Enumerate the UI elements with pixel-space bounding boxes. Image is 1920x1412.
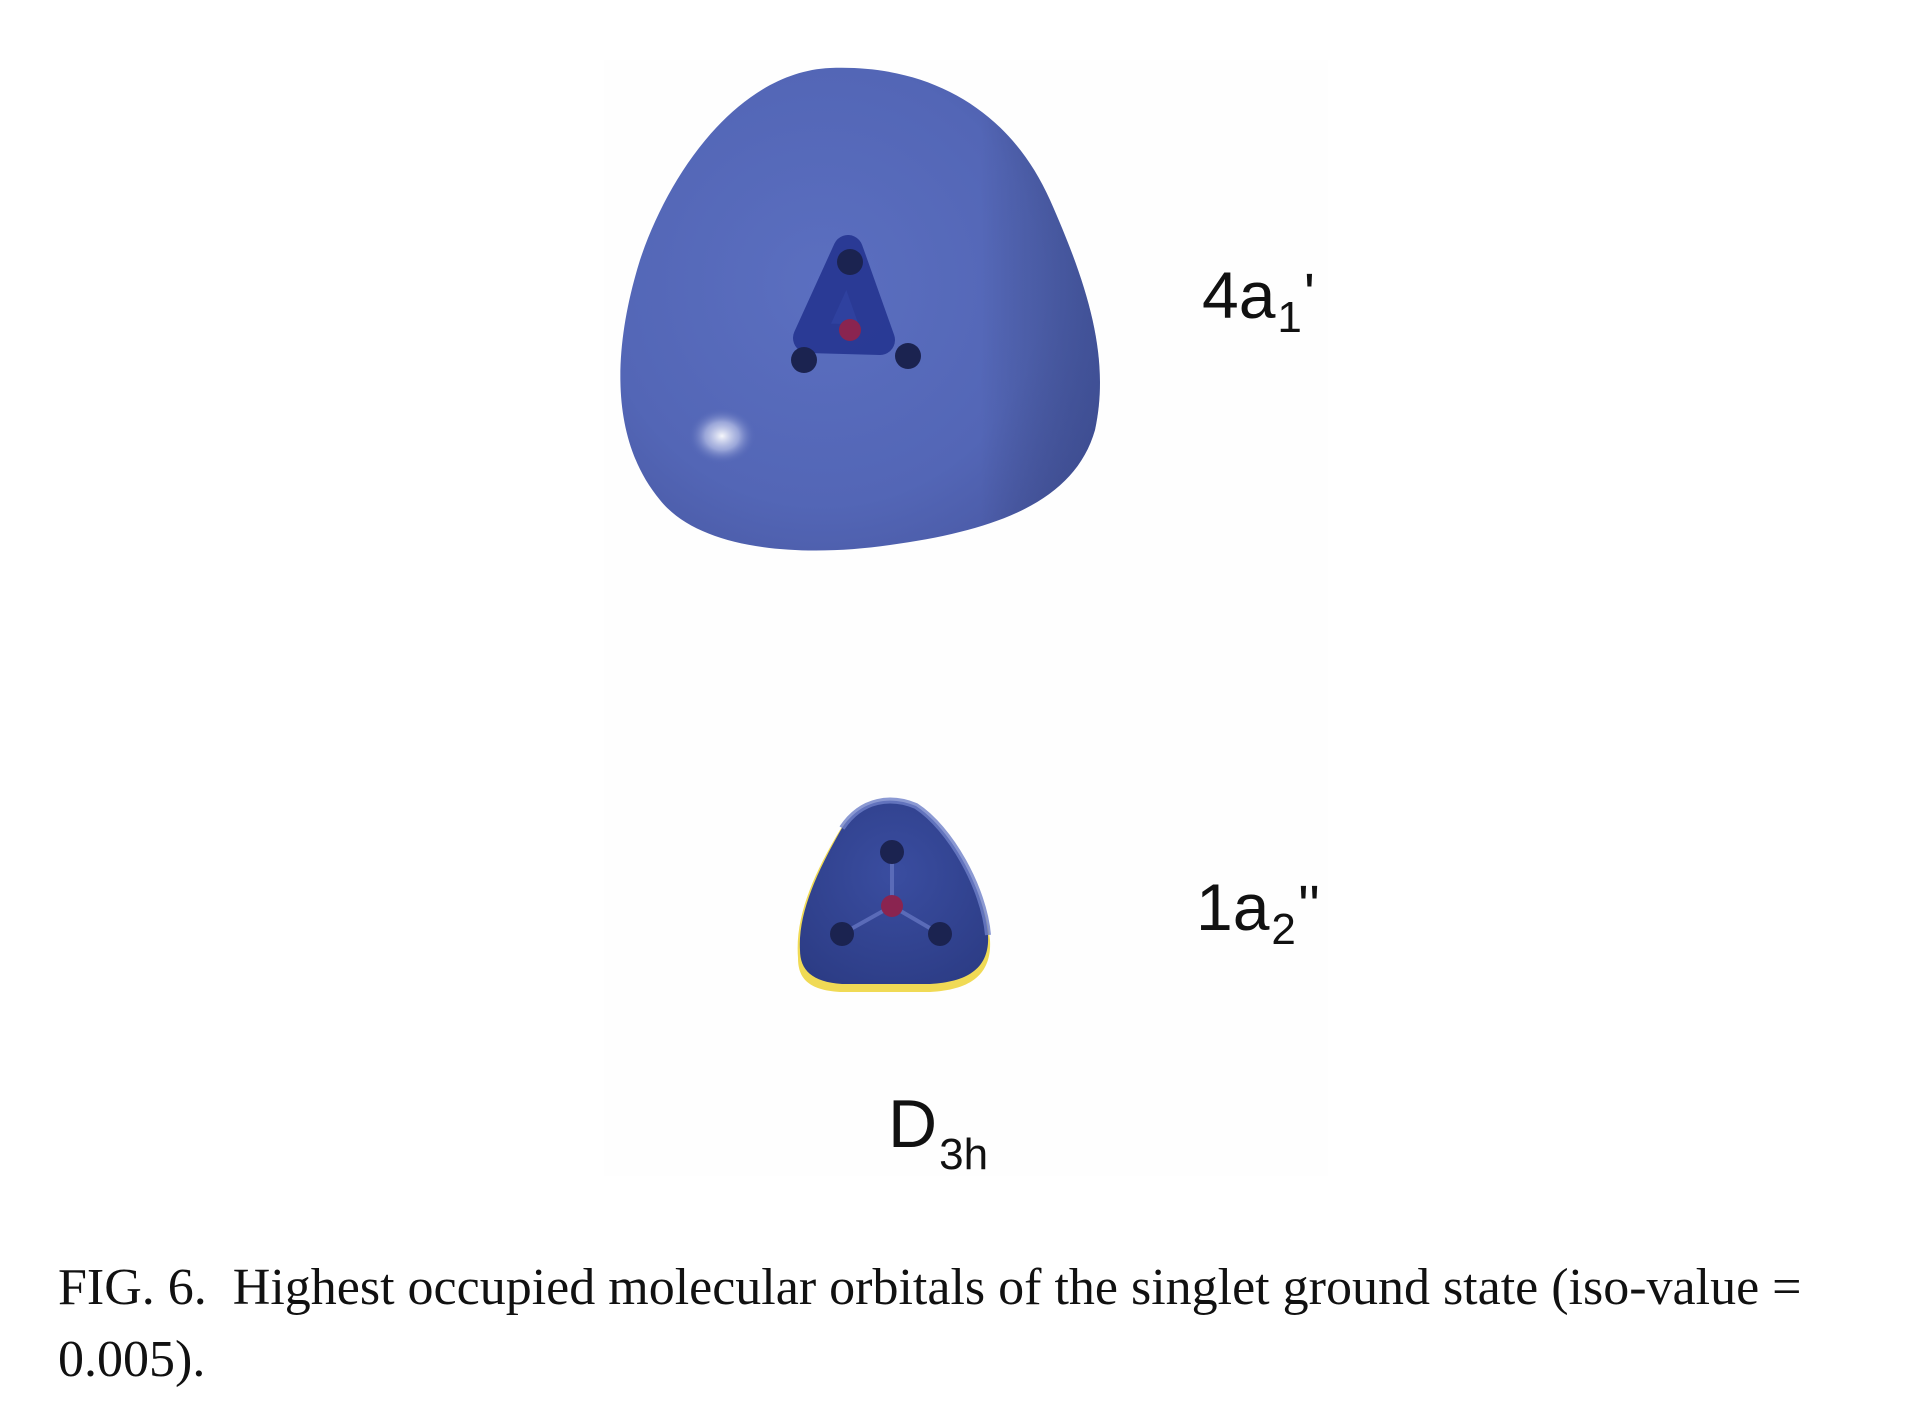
symmetry-label: D3h <box>888 1090 988 1177</box>
atom-1a2-left <box>830 922 854 946</box>
symmetry-label-main: D <box>888 1086 938 1162</box>
orbital-label-4a1: 4a1' <box>1202 262 1315 340</box>
orbital-label-name: 1a <box>1196 870 1270 944</box>
atom-4a1-right <box>895 343 921 369</box>
orbital-1a2-isosurface <box>797 797 991 992</box>
orbital-label-prime: '' <box>1297 874 1321 939</box>
orbital-label-prime: ' <box>1303 262 1315 327</box>
atom-4a1-center <box>839 319 861 341</box>
caption-text: Highest occupied molecular orbitals of t… <box>58 1259 1802 1388</box>
atom-4a1-left <box>791 347 817 373</box>
atom-4a1-top <box>837 249 863 275</box>
symmetry-label-subscript: 3h <box>939 1130 989 1179</box>
atom-1a2-right <box>928 922 952 946</box>
atom-1a2-top <box>880 840 904 864</box>
figure-caption: FIG. 6. Highest occupied molecular orbita… <box>58 1252 1888 1396</box>
orbital-4a1-isosurface <box>620 67 1100 551</box>
figure-number: FIG. 6. <box>58 1259 207 1316</box>
atom-1a2-center <box>881 895 903 917</box>
orbital-label-subscript: 2 <box>1271 905 1296 954</box>
orbital-label-subscript: 1 <box>1277 293 1302 342</box>
orbital-label-name: 4a <box>1202 258 1276 332</box>
orbital-label-1a2: 1a2'' <box>1196 874 1321 952</box>
